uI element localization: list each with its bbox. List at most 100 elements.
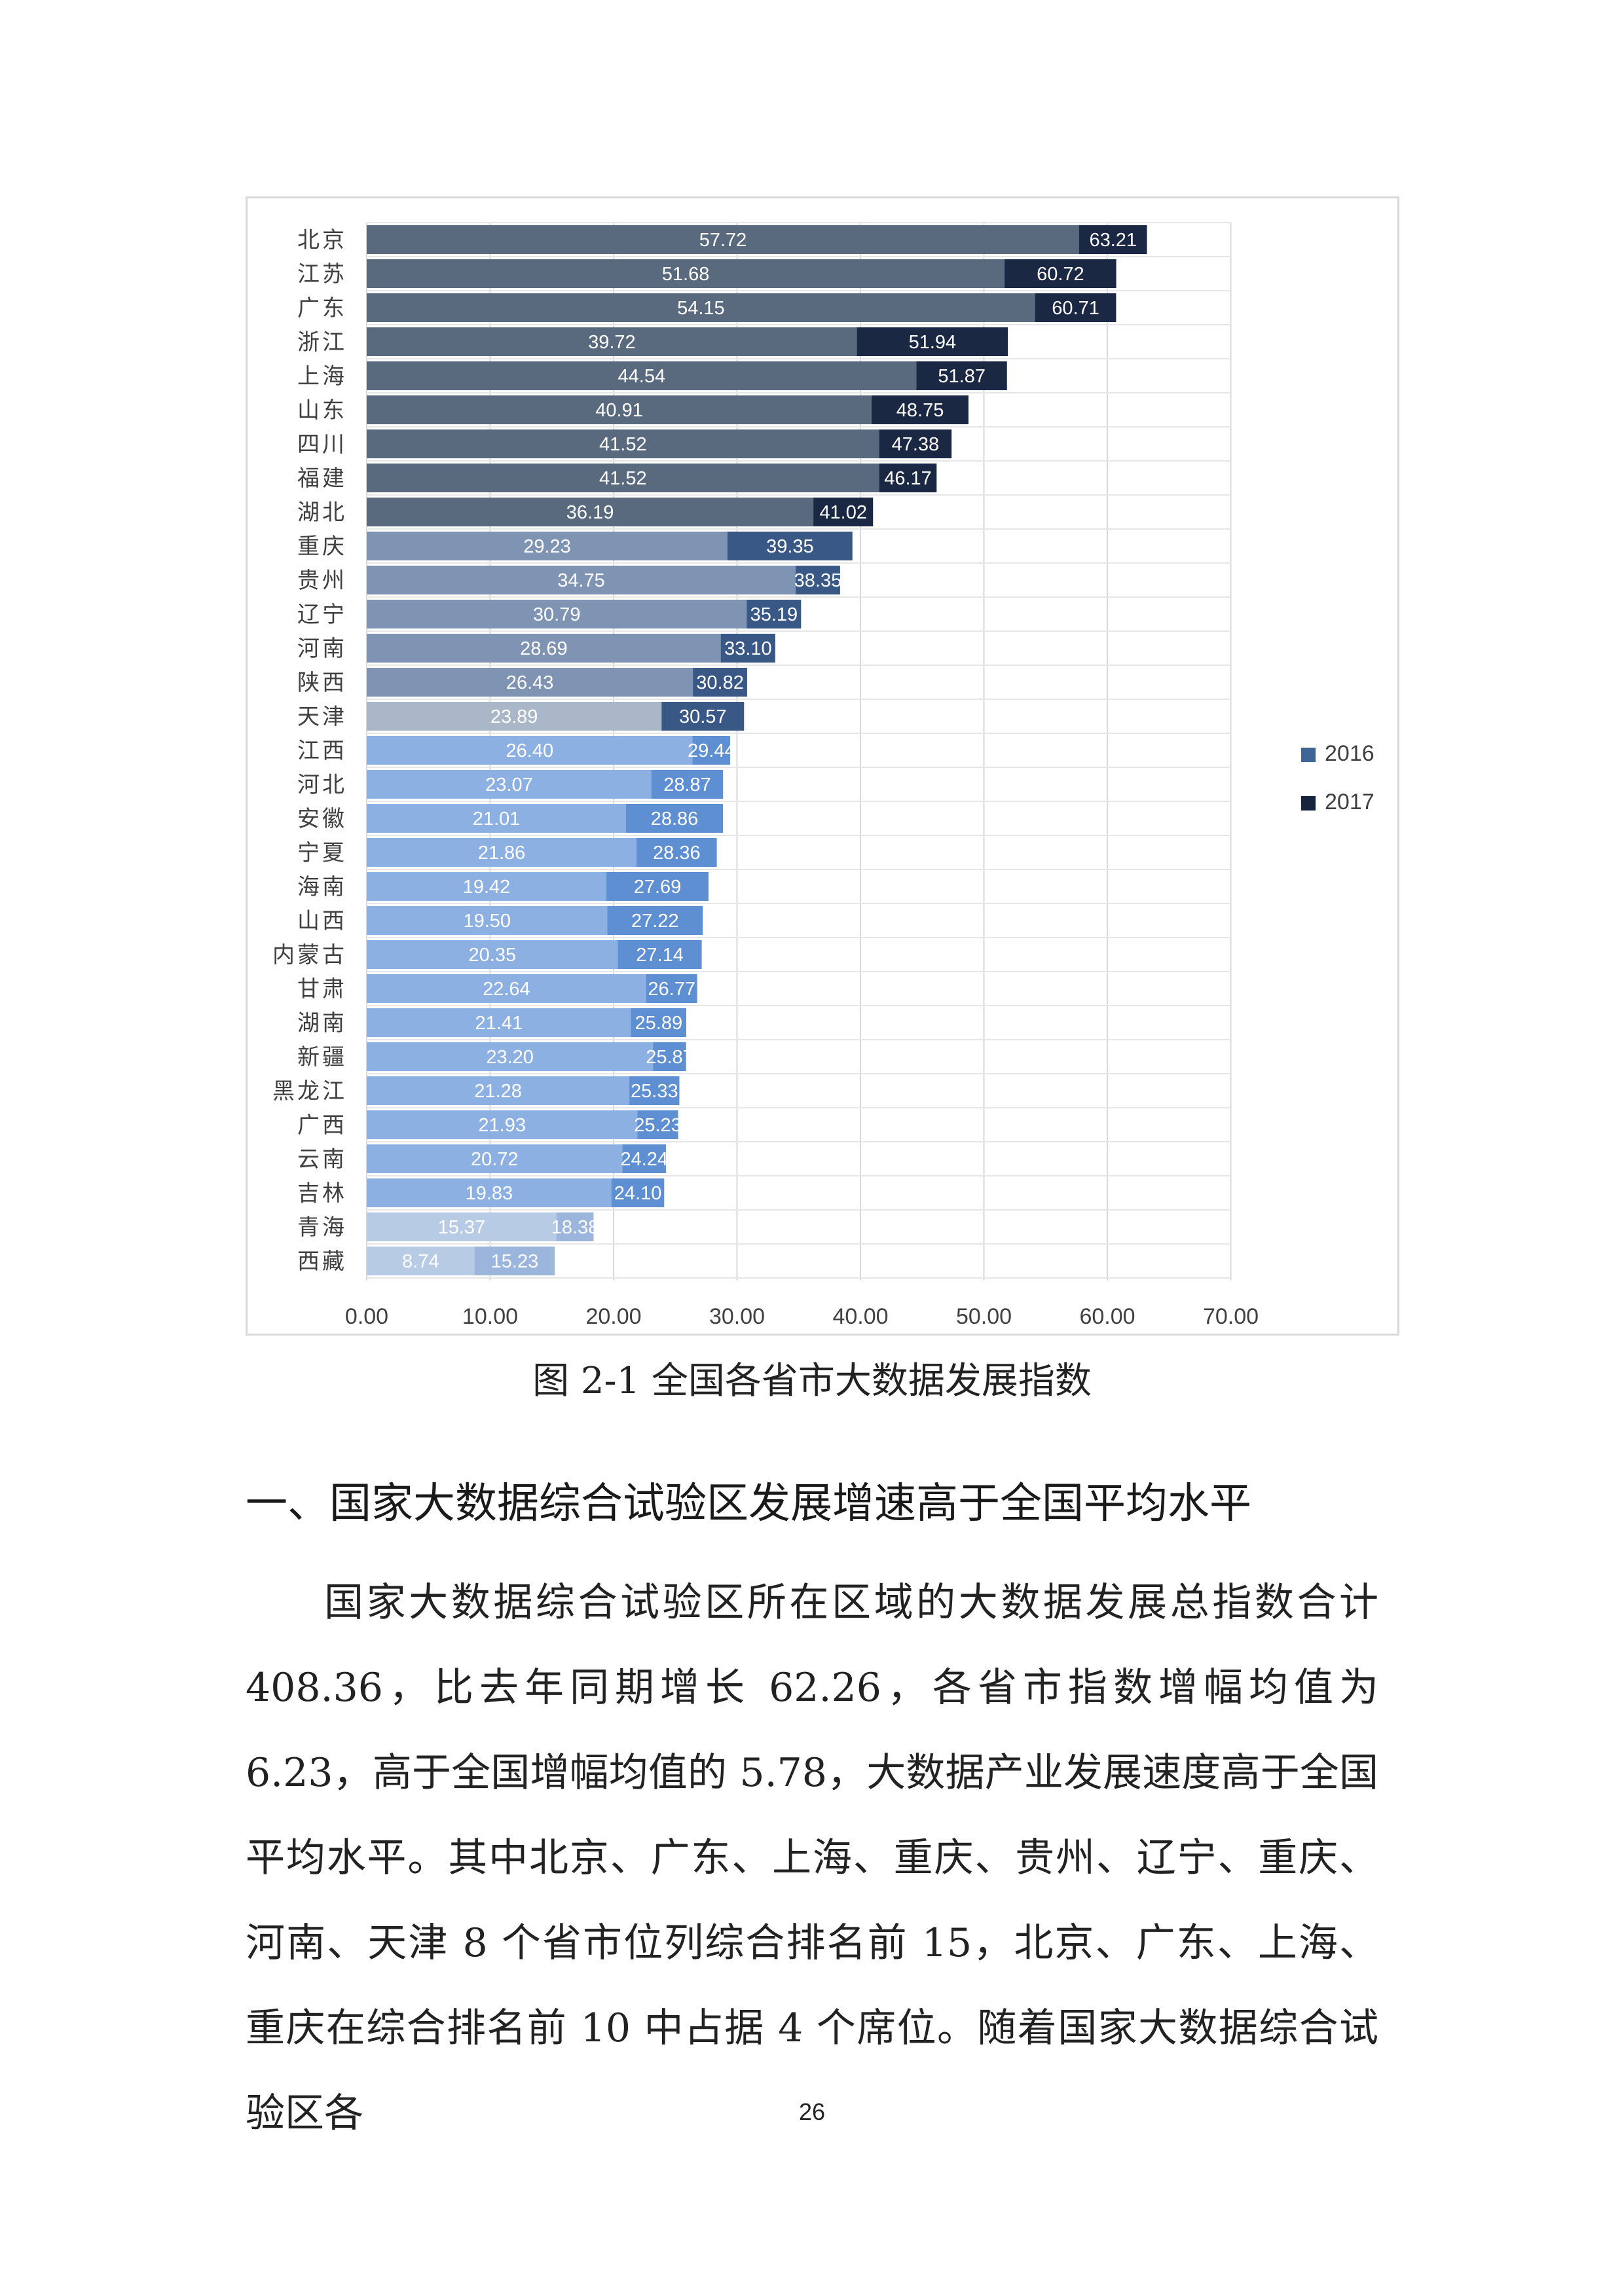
data-label-2016: 20.35	[469, 945, 517, 966]
category-label: 河北	[297, 773, 347, 797]
bar-chart: 北京 57.72 63.21 江苏 51.68 60.72 广东 54.15 60.71 浙江 39…	[272, 222, 1375, 1329]
data-label-2016: 54.15	[677, 298, 725, 319]
bar-2016	[367, 1247, 475, 1275]
category-label: 广西	[297, 1113, 347, 1138]
bar-2016	[367, 736, 693, 765]
category-label: 陕西	[297, 670, 347, 695]
data-label-2017: 30.82	[696, 672, 744, 693]
bar-2016	[367, 702, 662, 731]
category-label: 浙江	[297, 330, 347, 355]
data-label-2016: 51.68	[662, 264, 710, 285]
data-label-2016: 26.40	[506, 740, 554, 761]
bar-2016	[367, 804, 627, 833]
category-label: 内蒙古	[272, 943, 347, 968]
bar-2016	[367, 327, 857, 356]
category-label: 四川	[297, 432, 347, 457]
page-number: 26	[798, 2098, 826, 2125]
bar-2016	[367, 259, 1005, 288]
legend-swatch-2017	[1301, 796, 1316, 811]
x-tick-label: 30.00	[709, 1304, 765, 1329]
data-label-2017: 63.21	[1089, 230, 1137, 251]
bar-2016	[367, 668, 693, 697]
legend-label-2016: 2016	[1325, 741, 1375, 766]
data-label-2016: 57.72	[699, 230, 747, 251]
data-label-2016: 23.20	[486, 1047, 534, 1068]
data-label-2017: 48.75	[896, 400, 944, 421]
category-label: 青海	[297, 1215, 347, 1240]
data-label-2017: 51.87	[938, 366, 986, 387]
bar-2016	[367, 429, 879, 458]
data-label-2016: 23.89	[490, 706, 538, 727]
bar-2016	[367, 634, 721, 663]
data-label-2017: 28.87	[663, 774, 711, 795]
bar-2016	[367, 906, 608, 935]
category-label: 河南	[297, 636, 347, 661]
bar-2016	[367, 1144, 623, 1173]
data-label-2016: 34.75	[557, 570, 605, 591]
category-label: 江西	[297, 738, 347, 763]
category-label: 西藏	[297, 1249, 347, 1274]
data-label-2016: 20.72	[471, 1149, 519, 1170]
category-label: 湖南	[297, 1011, 347, 1036]
category-label: 广东	[297, 296, 347, 321]
data-label-2017: 24.24	[620, 1149, 668, 1170]
bar-2016	[367, 838, 637, 867]
data-label-2017: 25.89	[635, 1013, 683, 1034]
data-label-2016: 26.43	[506, 672, 554, 693]
category-label: 湖北	[297, 500, 347, 525]
data-label-2016: 19.42	[463, 877, 511, 898]
category-label: 宁夏	[297, 841, 347, 866]
data-label-2016: 21.28	[474, 1081, 522, 1102]
data-label-2016: 21.93	[478, 1115, 526, 1136]
category-label: 黑龙江	[272, 1079, 347, 1104]
x-tick-label: 40.00	[832, 1304, 888, 1329]
bar-2016	[367, 1042, 654, 1071]
category-label: 福建	[297, 466, 347, 491]
section-heading: 一、国家大数据综合试验区发展增速高于全国平均水平	[246, 1480, 1251, 1528]
data-label-2016: 8.74	[402, 1251, 439, 1272]
legend-swatch-2016	[1301, 748, 1316, 762]
bar-2016	[367, 532, 728, 560]
data-label-2017: 51.94	[909, 332, 957, 353]
bar-2016	[367, 464, 879, 492]
bar-2016	[367, 225, 1080, 254]
data-label-2016: 36.19	[566, 502, 614, 523]
data-label-2016: 29.23	[523, 536, 571, 557]
x-tick-label: 60.00	[1079, 1304, 1135, 1329]
data-label-2017: 27.22	[631, 911, 679, 932]
bar-2016	[367, 395, 872, 424]
data-label-2016: 41.52	[599, 434, 647, 455]
x-tick-label: 20.00	[585, 1304, 641, 1329]
category-label: 贵州	[297, 568, 347, 593]
data-label-2016: 15.37	[438, 1217, 486, 1238]
category-label: 天津	[297, 704, 347, 729]
data-label-2017: 26.77	[648, 979, 695, 1000]
bar-2016	[367, 770, 652, 799]
data-label-2017: 15.23	[491, 1251, 539, 1272]
data-label-2017: 25.23	[634, 1115, 682, 1136]
category-label: 江苏	[297, 262, 347, 287]
data-label-2017: 46.17	[884, 468, 932, 489]
category-label: 辽宁	[297, 602, 347, 627]
data-label-2016: 41.52	[599, 468, 647, 489]
data-label-2017: 41.02	[819, 502, 867, 523]
category-label: 新疆	[297, 1045, 347, 1070]
category-label: 北京	[297, 228, 347, 253]
data-label-2016: 21.01	[473, 809, 521, 829]
data-label-2017: 25.33	[631, 1081, 678, 1102]
bar-2016	[367, 1076, 630, 1105]
data-label-2017: 29.44	[688, 740, 735, 761]
data-label-2016: 44.54	[618, 366, 666, 387]
category-label: 海南	[297, 875, 347, 900]
data-label-2017: 60.71	[1052, 298, 1099, 319]
figure-caption: 图 2-1 全国各省市大数据发展指数	[532, 1360, 1092, 1402]
legend-label-2017: 2017	[1325, 790, 1375, 814]
category-label: 安徽	[297, 807, 347, 831]
bar-2016	[367, 974, 646, 1003]
bar-2016	[367, 498, 814, 526]
bar-2016	[367, 361, 917, 390]
x-tick-label: 0.00	[345, 1304, 388, 1329]
x-tick-label: 50.00	[956, 1304, 1012, 1329]
x-tick-label: 70.00	[1203, 1304, 1259, 1329]
bar-2016	[367, 566, 796, 594]
